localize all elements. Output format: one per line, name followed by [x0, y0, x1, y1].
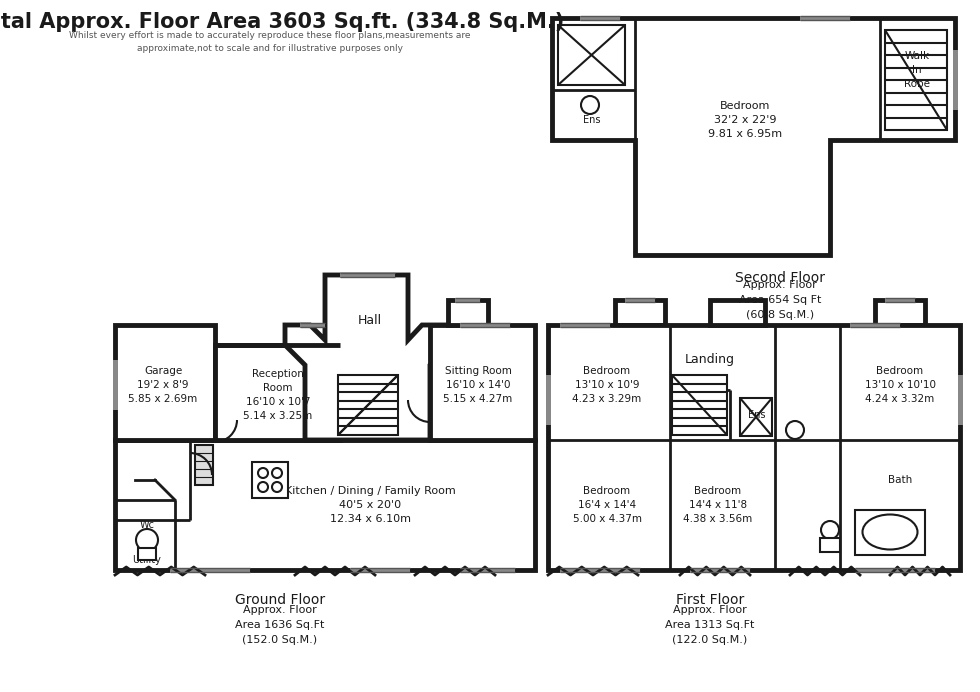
Text: Hall: Hall [358, 313, 382, 327]
Text: Whilst every effort is made to accurately reproduce these floor plans,measuremen: Whilst every effort is made to accuratel… [70, 31, 470, 53]
Bar [340, 273, 395, 278]
Text: Ens: Ens [749, 410, 765, 420]
Text: Reception
Room
16'10 x 10'7
5.14 x 3.25m: Reception Room 16'10 x 10'7 5.14 x 3.25m [243, 369, 313, 421]
Text: Bath: Bath [888, 475, 912, 485]
Bar [560, 568, 640, 573]
Text: Second Floor: Second Floor [735, 271, 825, 285]
Text: Utility: Utility [132, 555, 162, 565]
Bar [855, 510, 925, 555]
Text: Bedroom
32'2 x 22'9
9.81 x 6.95m: Bedroom 32'2 x 22'9 9.81 x 6.95m [708, 101, 782, 139]
Bar [138, 548, 156, 560]
Text: Approx. Floor
Area 1636 Sq.Ft
(152.0 Sq.M.): Approx. Floor Area 1636 Sq.Ft (152.0 Sq.… [235, 606, 324, 645]
Bar [430, 325, 535, 440]
Text: Wc: Wc [139, 520, 155, 530]
Bar [170, 568, 250, 573]
Polygon shape [552, 18, 955, 255]
Text: Landing: Landing [685, 354, 735, 367]
Bar [252, 462, 288, 498]
Bar [580, 16, 620, 21]
Text: Approx. Floor
Area 1313 Sq.Ft
(122.0 Sq.M.): Approx. Floor Area 1313 Sq.Ft (122.0 Sq.… [665, 606, 755, 645]
Text: Walk
In
Robe: Walk In Robe [904, 51, 930, 89]
Polygon shape [285, 275, 448, 440]
Text: Approx. Floor
Area 654 Sq Ft
(60.8 Sq.M.): Approx. Floor Area 654 Sq Ft (60.8 Sq.M.… [739, 280, 821, 320]
Bar [800, 16, 850, 21]
Bar [455, 298, 480, 303]
Bar [115, 325, 215, 440]
Bar [548, 325, 960, 570]
Text: Sitting Room
16'10 x 14'0
5.15 x 4.27m: Sitting Room 16'10 x 14'0 5.15 x 4.27m [443, 366, 513, 404]
Bar [625, 298, 655, 303]
Text: Bedroom
16'4 x 14'4
5.00 x 4.37m: Bedroom 16'4 x 14'4 5.00 x 4.37m [572, 486, 642, 524]
Text: Total Approx. Floor Area 3603 Sq.ft. (334.8 Sq.M.): Total Approx. Floor Area 3603 Sq.ft. (33… [0, 12, 564, 32]
Text: First Floor: First Floor [676, 593, 744, 607]
Bar [885, 298, 915, 303]
Bar [558, 25, 625, 85]
Bar [672, 375, 727, 435]
Text: Bedroom
13'10 x 10'9
4.23 x 3.29m: Bedroom 13'10 x 10'9 4.23 x 3.29m [572, 366, 642, 404]
Bar [546, 375, 551, 425]
Bar [560, 323, 610, 328]
Bar [615, 300, 665, 325]
Bar [820, 538, 840, 552]
Bar [113, 360, 118, 410]
Bar [460, 568, 515, 573]
Bar [300, 323, 325, 328]
Text: Bedroom
14'4 x 11'8
4.38 x 3.56m: Bedroom 14'4 x 11'8 4.38 x 3.56m [683, 486, 753, 524]
Bar [885, 30, 947, 130]
Bar [215, 345, 340, 440]
Text: Kitchen / Dining / Family Room
40'5 x 20'0
12.34 x 6.10m: Kitchen / Dining / Family Room 40'5 x 20… [284, 486, 456, 524]
Bar [953, 50, 958, 110]
Bar [958, 375, 963, 425]
Bar [875, 300, 925, 325]
Text: Garage
19'2 x 8'9
5.85 x 2.69m: Garage 19'2 x 8'9 5.85 x 2.69m [128, 366, 198, 404]
Bar [710, 300, 765, 325]
Bar [338, 375, 398, 435]
Bar [850, 323, 900, 328]
Text: Ground Floor: Ground Floor [235, 593, 325, 607]
Bar [460, 323, 510, 328]
Ellipse shape [862, 514, 917, 549]
Text: Ens: Ens [583, 115, 601, 125]
Text: Bedroom
13'10 x 10'10
4.24 x 3.32m: Bedroom 13'10 x 10'10 4.24 x 3.32m [864, 366, 936, 404]
Bar [740, 398, 772, 436]
Bar [115, 440, 535, 570]
Bar [195, 445, 213, 485]
Bar [690, 568, 750, 573]
Bar [855, 568, 935, 573]
Bar [448, 300, 488, 325]
Bar [350, 568, 410, 573]
